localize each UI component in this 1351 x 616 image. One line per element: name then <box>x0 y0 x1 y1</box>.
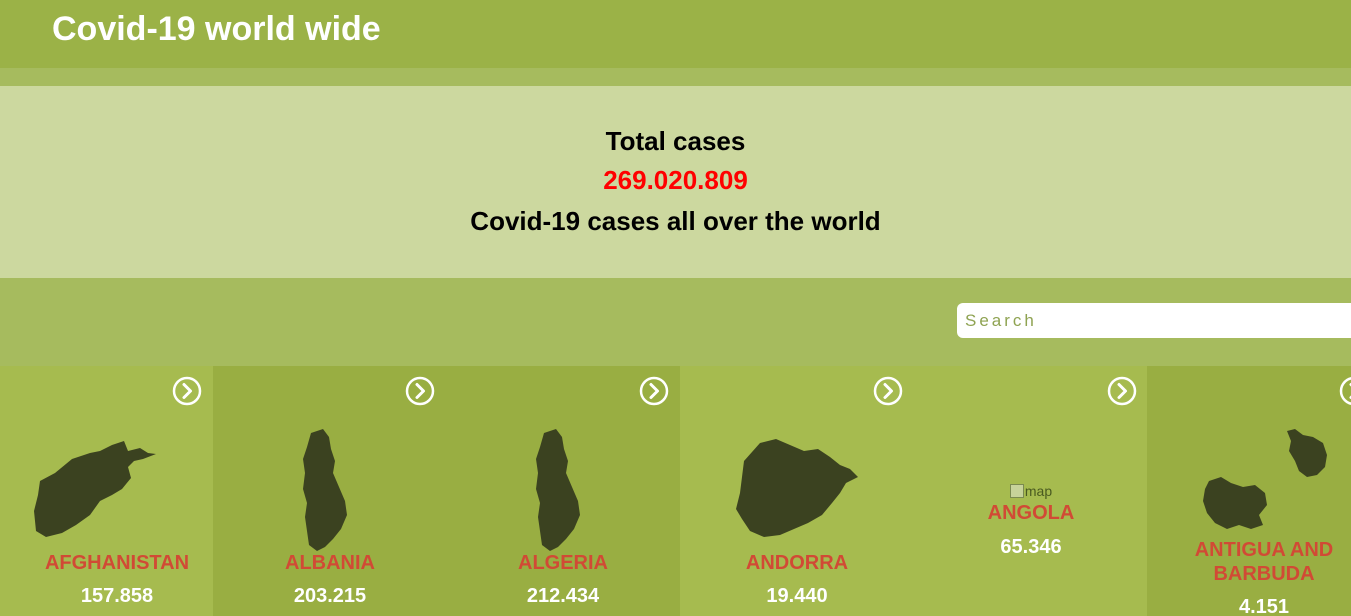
country-card-afghanistan[interactable]: AFGHANISTAN 157.858 <box>0 366 234 616</box>
summary-subtitle: Covid-19 cases all over the world <box>470 206 881 236</box>
country-cases: 4.151 <box>1238 596 1290 616</box>
country-card-angola[interactable]: map ANGOLA 65.346 <box>914 366 1148 616</box>
algeria-map-icon <box>536 429 580 551</box>
country-cases: 203.215 <box>293 585 367 607</box>
country-card-algeria[interactable]: ALGERIA 212.434 <box>446 366 680 616</box>
broken-map-image: map <box>914 483 1148 499</box>
albania-map-icon <box>303 429 347 551</box>
country-cases: 212.434 <box>526 585 600 607</box>
country-name: ALGERIA <box>518 552 608 574</box>
broken-image-icon <box>1009 484 1024 498</box>
chevron-right-circle-icon[interactable] <box>172 376 202 406</box>
afghanistan-map-icon <box>34 441 156 537</box>
country-card-andorra[interactable]: ANDORRA 19.440 <box>680 366 914 616</box>
chevron-right-circle-icon[interactable] <box>405 376 435 406</box>
antigua-and-barbuda-map-icon <box>1203 429 1327 529</box>
country-card-albania[interactable]: ALBANIA 203.215 <box>213 366 447 616</box>
total-cases-label: Total cases <box>605 126 746 156</box>
search-input[interactable] <box>957 303 1351 338</box>
country-name: AFGHANISTAN <box>44 552 190 574</box>
country-name: ANGOLA <box>987 502 1075 524</box>
map-alt-text: map <box>1024 483 1053 499</box>
chevron-right-circle-icon[interactable] <box>873 376 903 406</box>
country-card-antigua-and-barbuda[interactable]: ANTIGUA AND BARBUDA 4.151 <box>1147 366 1351 616</box>
app-header: Covid-19 world wide <box>0 0 1351 68</box>
summary-panel: Total cases 269.020.809 Covid-19 cases a… <box>0 86 1351 278</box>
chevron-right-circle-icon[interactable] <box>639 376 669 406</box>
country-cases: 19.440 <box>766 585 828 607</box>
country-name-line-1: ANTIGUA AND <box>1194 539 1334 561</box>
country-cases: 65.346 <box>1000 536 1062 558</box>
app-title: Covid-19 world wide <box>52 10 381 48</box>
chevron-right-circle-icon[interactable] <box>1107 376 1137 406</box>
country-name: ANDORRA <box>745 552 849 574</box>
country-name-line-2: BARBUDA <box>1213 563 1315 585</box>
total-cases-value: 269.020.809 <box>603 165 748 195</box>
country-cases: 157.858 <box>80 585 154 607</box>
andorra-map-icon <box>736 439 858 537</box>
chevron-right-circle-icon[interactable] <box>1339 376 1351 406</box>
country-name: ALBANIA <box>285 552 375 574</box>
country-card-list: AFGHANISTAN 157.858 ALBANIA 203.215 ALGE… <box>0 366 1351 616</box>
